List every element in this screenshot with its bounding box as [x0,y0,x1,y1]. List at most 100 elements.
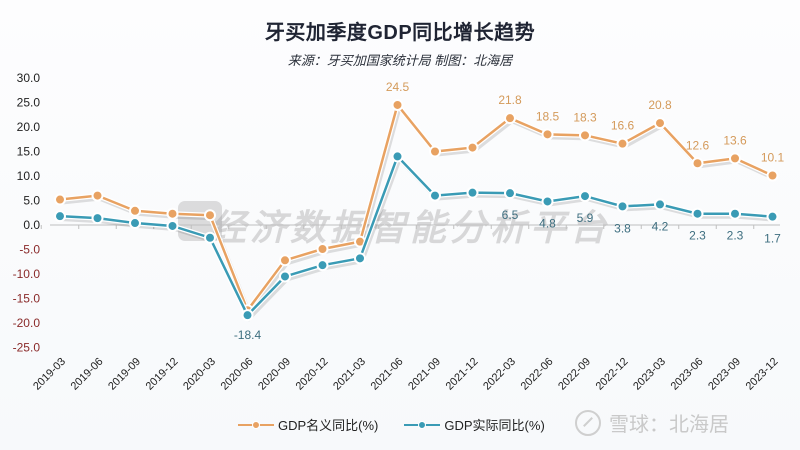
data-label: 13.6 [723,133,747,147]
xueqiu-logo-icon [575,409,601,436]
data-point[interactable] [429,189,441,202]
x-tick-label: 2019-09 [106,356,143,393]
data-point[interactable] [579,190,591,203]
y-tick-label: -5.0 [19,243,40,257]
data-point[interactable] [166,219,179,232]
x-tick-label: 2020-09 [256,356,293,393]
data-point[interactable] [654,198,666,211]
data-label: 1.7 [764,232,781,246]
data-label: 12.6 [686,138,710,152]
data-label: 18.3 [573,110,597,124]
data-point[interactable] [466,186,479,199]
data-point[interactable] [354,252,366,265]
y-tick-label: -20.0 [13,316,41,330]
data-point[interactable] [129,204,141,217]
brand-watermark: 雪球：北海居 [575,408,729,437]
data-point[interactable] [91,189,104,202]
data-label: 6.5 [502,208,519,222]
data-point[interactable] [279,270,291,283]
brand-text: 雪球：北海居 [609,414,729,436]
data-point[interactable] [504,112,516,125]
y-tick-label: -10.0 [13,267,41,281]
x-tick-label: 2021-12 [444,356,481,393]
data-point[interactable] [616,137,629,150]
y-tick-label: 5.0 [23,194,40,208]
data-point[interactable] [391,150,404,163]
y-tick-label: 30.0 [17,71,41,85]
data-point[interactable] [391,98,404,111]
data-point[interactable] [616,200,629,213]
x-tick-label: 2020-06 [219,356,256,393]
data-label: 10.1 [761,151,785,165]
data-point[interactable] [729,152,741,165]
line-marker-icon [404,420,441,430]
x-tick-label: 2022-09 [556,356,593,393]
data-label: 3.8 [614,221,631,235]
data-label: -18.4 [234,328,262,342]
y-tick-label: -15.0 [13,292,41,306]
data-point[interactable] [204,231,216,244]
data-point[interactable] [54,193,66,206]
data-point[interactable] [579,129,591,142]
data-label: 4.8 [539,216,556,230]
data-label: 16.6 [611,119,635,133]
data-label: 4.2 [652,219,669,233]
data-point[interactable] [241,309,254,322]
chart-title: 牙买加季度GDP同比增长趋势 [264,22,536,44]
x-tick-label: 2019-03 [31,356,68,393]
data-point[interactable] [166,207,179,220]
data-label: 18.5 [536,109,560,123]
data-point[interactable] [729,207,741,220]
y-tick-label: 15.0 [17,145,41,159]
data-point[interactable] [54,210,66,223]
x-tick-label: 2019-12 [144,356,181,393]
x-tick-label: 2023-12 [744,356,781,393]
data-point[interactable] [466,141,479,154]
y-tick-label: 10.0 [17,169,41,183]
y-tick-label: -25.0 [13,341,41,355]
series-line-nominal [59,102,774,313]
x-tick-label: 2022-03 [481,356,518,393]
data-point[interactable] [316,243,329,256]
line-chart: 30.0 25.0 20.0 15.0 10.0 5.0 0.0 -5.0 -10.0 -15.0… [13,71,785,393]
legend-item-real[interactable]: GDP实际同比(%) [404,415,545,434]
x-tick-label: 2021-09 [406,356,443,393]
data-point[interactable] [504,187,516,200]
watermark-text: 经济数据智能分析平台 [210,207,611,248]
legend-label-nominal: GDP名义同比(%) [278,418,379,433]
x-tick-label: 2023-09 [706,356,743,393]
y-tick-label: 20.0 [17,120,41,134]
data-point[interactable] [766,210,779,223]
y-tick-label: 25.0 [17,96,41,110]
data-label: 2.3 [689,229,706,243]
legend-item-nominal[interactable]: GDP名义同比(%) [238,415,378,434]
data-point[interactable] [429,145,441,158]
x-tick-label: 2020-03 [181,356,218,393]
data-point[interactable] [691,207,704,220]
series-outline [59,151,773,320]
x-tick-label: 2019-06 [69,356,106,393]
legend-label-real: GDP实际同比(%) [444,418,545,433]
data-point[interactable] [204,209,216,222]
data-point[interactable] [91,212,104,225]
data-point[interactable] [691,157,704,170]
x-tick-label: 2021-03 [331,356,368,393]
series-shadow [61,155,775,322]
data-point[interactable] [129,217,141,230]
series-line-real [59,154,773,318]
data-point[interactable] [654,117,666,130]
data-label: 5.9 [577,211,594,225]
data-point[interactable] [279,254,291,267]
data-point[interactable] [541,195,554,208]
y-tick-label: 0.0 [23,218,40,232]
x-tick-label: 2022-06 [519,356,556,393]
legend: GDP名义同比(%) GDP实际同比(%) [238,415,571,434]
x-tick-label: 2020-12 [294,356,331,393]
x-tick-label: 2023-06 [669,356,706,393]
data-point[interactable] [316,259,329,272]
data-point[interactable] [766,169,779,182]
x-tick-label: 2021-06 [369,356,406,393]
line-marker-icon [238,420,274,430]
data-point[interactable] [541,128,554,141]
x-tick-label: 2022-12 [594,356,631,393]
